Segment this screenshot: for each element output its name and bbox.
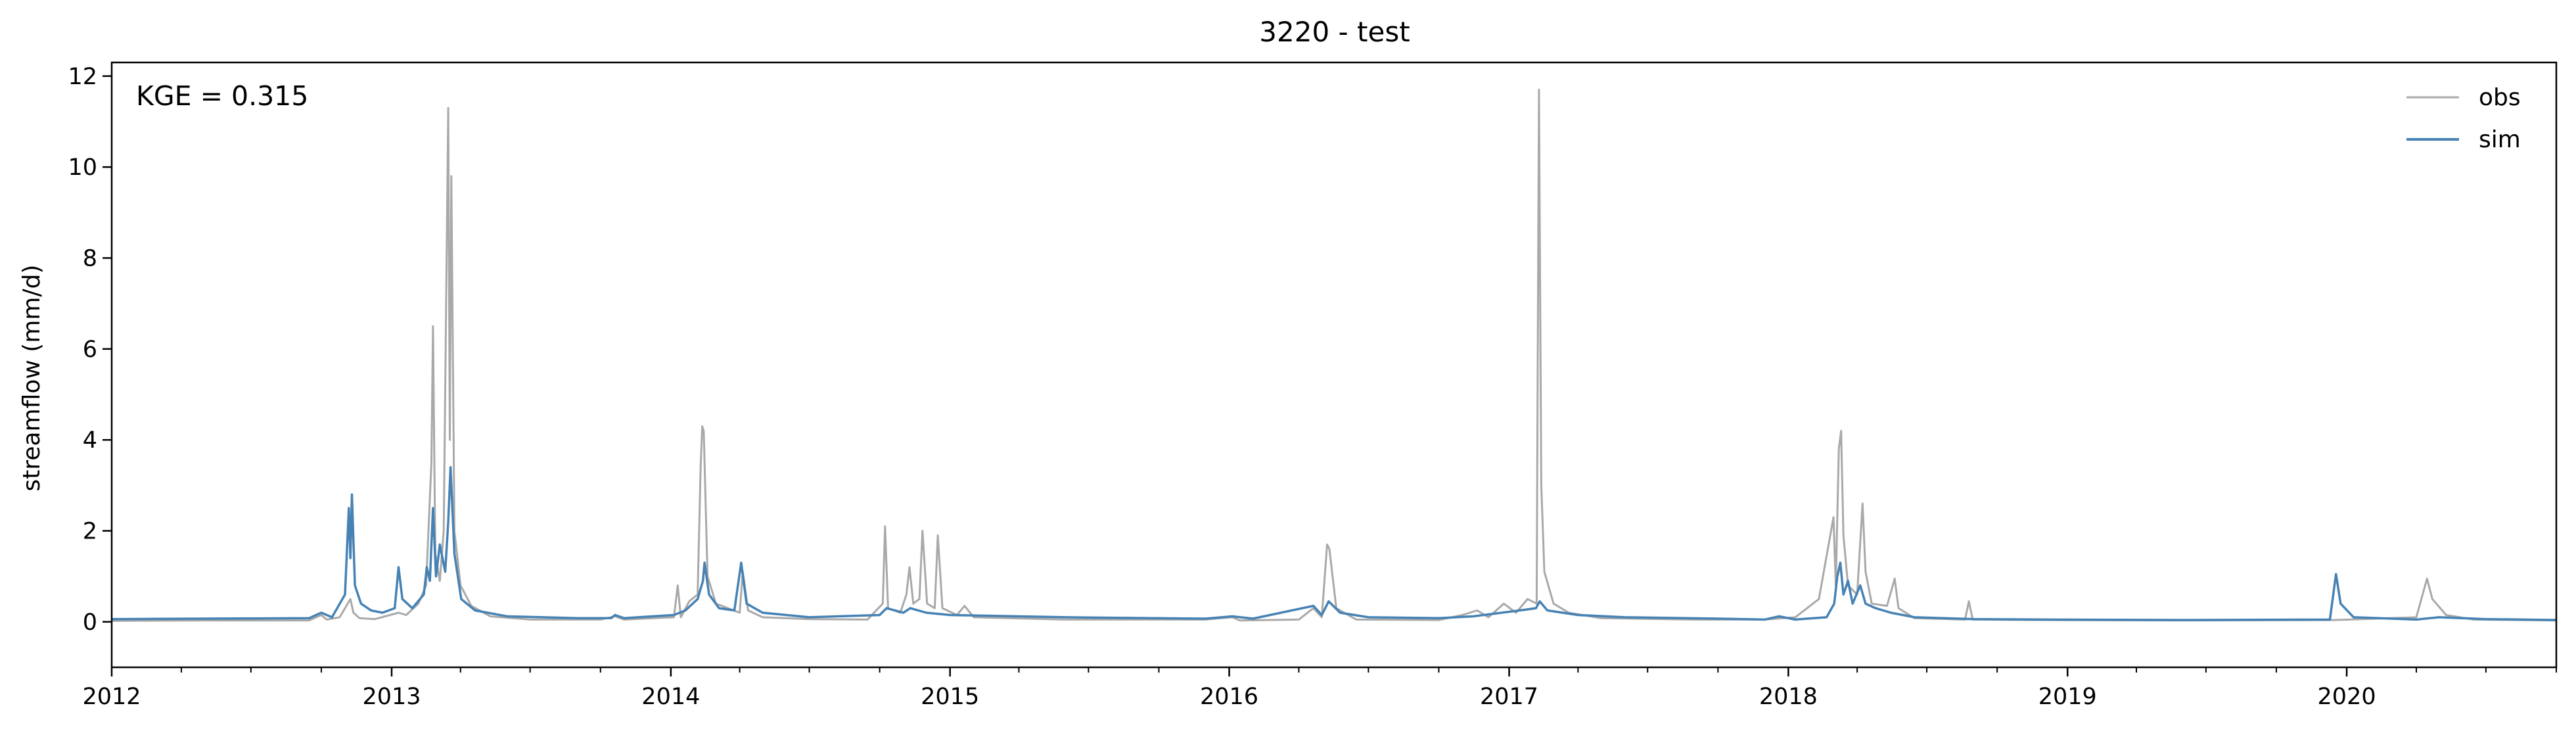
y-tick-label: 12 [68,64,97,90]
x-tick-label: 2012 [82,684,141,710]
x-tick-label: 2018 [1759,684,1818,710]
y-tick-label: 0 [83,609,97,636]
x-tick-label: 2015 [921,684,979,710]
legend: obs sim [2406,84,2521,153]
plot-frame [110,61,2558,669]
x-axis: 2012 2013 2014 2015 2016 2017 2018 2019 2020 [82,667,2557,710]
x-tick-label: 2013 [362,684,421,710]
y-tick-label: 8 [83,245,97,272]
chart-title: 3220 - test [1259,16,1410,48]
series-layer [112,89,2556,622]
plot-area [110,61,2558,669]
x-tick-label: 2016 [1200,684,1258,710]
x-tick-label: 2020 [2318,684,2376,710]
x-tick-label: 2014 [641,684,700,710]
y-tick-label: 4 [83,427,97,454]
legend-label-obs: obs [2479,84,2521,111]
legend-label-sim: sim [2479,126,2521,153]
y-tick-label: 2 [83,518,97,544]
y-axis: 0 2 4 6 8 10 12 [68,64,112,636]
kge-annotation: KGE = 0.315 [136,80,308,112]
x-tick-label: 2019 [2038,684,2097,710]
series-line-sim [112,465,2556,621]
x-tick-label: 2017 [1480,684,1538,710]
series-line-obs [112,89,2556,622]
y-axis-label: streamflow (mm/d) [18,265,45,492]
y-tick-label: 6 [83,337,97,363]
y-tick-label: 10 [68,154,97,181]
